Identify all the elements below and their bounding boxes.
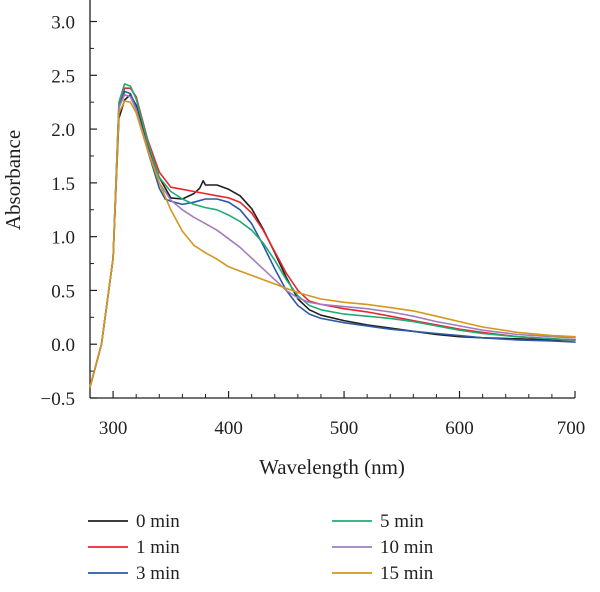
- y-tick-label: 3.0: [51, 13, 75, 34]
- x-tick-label: 600: [445, 418, 474, 439]
- y-tick-label: 0.0: [51, 335, 75, 356]
- x-tick-label: 400: [214, 418, 243, 439]
- x-tick-label: 500: [330, 418, 359, 439]
- legend-label: 3 min: [136, 563, 180, 584]
- x-axis-title: Wavelength (nm): [259, 455, 405, 479]
- series-line-15-min: [89, 100, 576, 389]
- y-tick-label: 1.0: [51, 228, 75, 249]
- legend: 0 min 1 min 3 min 5 min 10 min 15 min: [88, 511, 434, 584]
- series-line-5-min: [89, 83, 576, 389]
- legend-label: 1 min: [136, 537, 180, 558]
- legend-label: 0 min: [136, 511, 180, 532]
- y-tick-label: −0.5: [41, 389, 75, 410]
- x-tick-label: 700: [557, 418, 586, 439]
- y-axis-ticks: −0.5 0.0 0.5 1.0 1.5 2.0 2.5 3.0: [41, 13, 97, 410]
- plot-frame: [89, 0, 575, 399]
- x-tick-label: 300: [99, 418, 128, 439]
- legend-label: 10 min: [380, 537, 434, 558]
- x-axis-ticks: 300 400 500 600 700: [89, 391, 586, 439]
- series-line-1-min: [89, 87, 576, 389]
- y-axis-title: Absorbance: [1, 130, 25, 230]
- legend-label: 5 min: [380, 511, 424, 532]
- legend-label: 15 min: [380, 563, 434, 584]
- y-tick-label: 1.5: [51, 174, 75, 195]
- series-line-0-min: [89, 93, 576, 389]
- series-line-10-min: [89, 93, 576, 389]
- y-tick-label: 0.5: [51, 281, 75, 302]
- y-tick-label: 2.0: [51, 120, 75, 141]
- series-lines: [89, 83, 576, 389]
- series-line-3-min: [89, 90, 576, 389]
- y-tick-label: 2.5: [51, 66, 75, 87]
